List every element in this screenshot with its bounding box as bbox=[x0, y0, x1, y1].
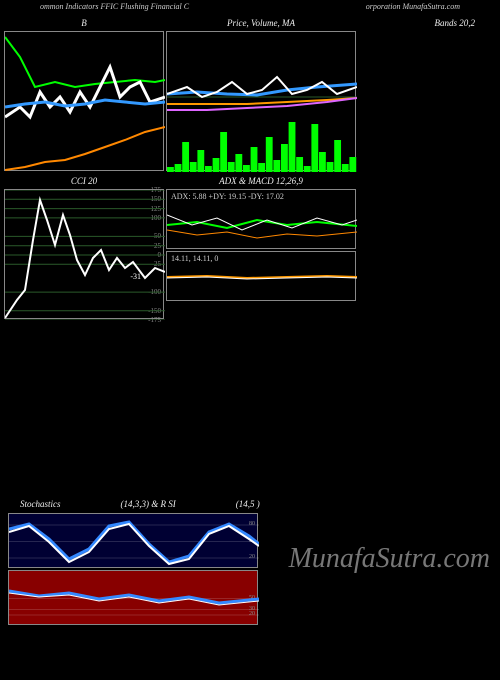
stoch-right: (14,5 ) bbox=[236, 499, 260, 509]
cci-current-value: -31 bbox=[130, 272, 141, 281]
header-left: ommon Indicators FFIC Flushing Financial… bbox=[40, 2, 189, 11]
cci-title: CCI 20 bbox=[71, 176, 97, 186]
chart2-title: Price, Volume, MA bbox=[227, 18, 295, 28]
page-header: ommon Indicators FFIC Flushing Financial… bbox=[0, 0, 500, 13]
chart2-title-right: Bands 20,2 bbox=[435, 18, 476, 28]
price-chart-b: B bbox=[4, 31, 164, 171]
rsi-chart: 503020 bbox=[8, 570, 258, 625]
chart1-title: B bbox=[81, 18, 87, 28]
adx-chart: ADX & MACD 12,26,9 ADX: 5.88 +DY: 19.15 … bbox=[166, 189, 356, 249]
macd-chart: 14.11, 14.11, 0 bbox=[166, 251, 356, 301]
stoch-header: Stochastics (14,3,3) & R SI (14,5 ) bbox=[0, 499, 500, 509]
price-volume-ma-chart: Price, Volume, MA Bands 20,2 bbox=[166, 31, 356, 171]
watermark: MunafaSutra.com bbox=[289, 543, 490, 575]
adx-title: ADX & MACD 12,26,9 bbox=[219, 176, 303, 186]
cci-chart: CCI 20 17515012510050250-25-100-150-175-… bbox=[4, 189, 164, 319]
stochastics-chart: 805020 bbox=[8, 513, 258, 568]
stoch-mid: (14,3,3) & R SI bbox=[121, 499, 176, 509]
stoch-label: Stochastics bbox=[20, 499, 61, 509]
header-right: orporation MunafaSutra.com bbox=[366, 2, 460, 11]
